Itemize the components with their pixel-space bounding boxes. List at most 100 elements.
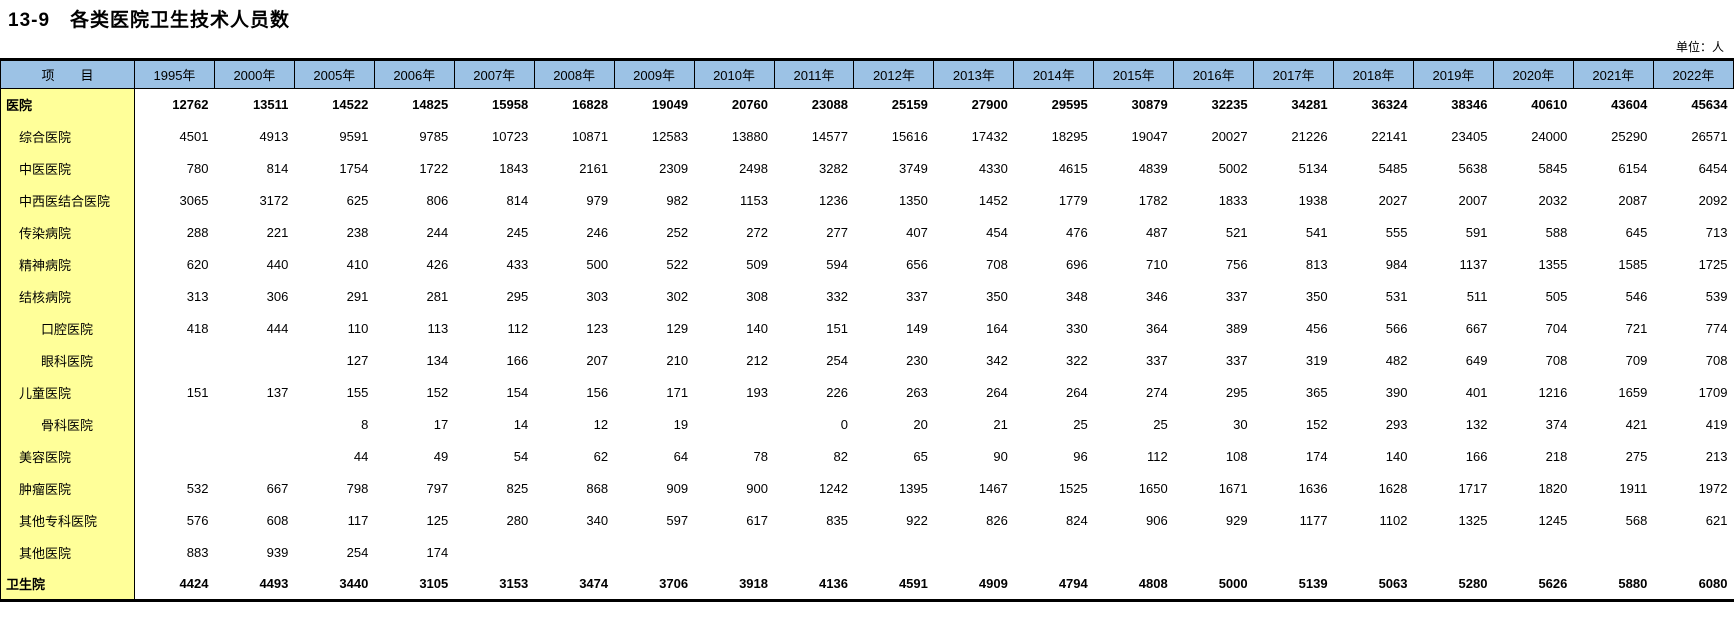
value-cell: 5638 (1458, 161, 1488, 176)
value-cell (1094, 537, 1174, 569)
value-cell: 288 (186, 225, 209, 240)
value-cell: 263 (906, 385, 928, 400)
value-cell: 4330 (978, 161, 1008, 176)
value-cell: 226 (826, 385, 848, 400)
value-cell: 1177 (1299, 513, 1328, 528)
value-cell: 939 (266, 545, 289, 560)
value-cell: 64 (673, 449, 689, 464)
value-cell: 350 (986, 289, 1008, 304)
value-cell: 500 (586, 257, 609, 272)
value-cell: 21 (993, 417, 1008, 432)
value-cell: 210 (666, 353, 689, 368)
value-cell: 813 (1305, 257, 1328, 272)
value-cell: 1242 (819, 481, 848, 496)
value-cell (214, 345, 294, 377)
value-cell: 277 (826, 225, 848, 240)
table-row: 口腔医院 418 444 110 113 112 123 129 140 151 149 164 330… (0, 312, 1734, 345)
value-cell (454, 537, 534, 569)
value-cell: 230 (906, 353, 928, 368)
value-cell: 15958 (492, 97, 529, 113)
value-cell: 883 (186, 545, 209, 560)
value-cell: 14577 (811, 129, 848, 144)
value-cell: 576 (186, 513, 209, 528)
value-cell: 166 (1465, 449, 1488, 464)
value-cell: 1833 (1218, 193, 1248, 208)
value-cell: 825 (506, 481, 529, 496)
value-cell: 14825 (412, 97, 449, 113)
value-cell: 568 (1625, 513, 1648, 528)
value-cell (135, 345, 215, 377)
table-head: 项 目 1995年 2000年 2005年 2006年 2007年 2008年 2009年 2… (0, 59, 1734, 89)
value-cell: 2032 (1538, 193, 1568, 208)
value-cell: 12762 (172, 97, 209, 113)
value-cell (1573, 537, 1653, 569)
value-cell: 245 (506, 225, 529, 240)
year-header: 2012年 (853, 59, 935, 89)
value-cell: 814 (266, 161, 289, 176)
value-cell: 346 (1145, 289, 1168, 304)
value-cell: 38346 (1451, 97, 1488, 113)
item-header-cell: 项 目 (0, 59, 135, 89)
value-cell: 979 (586, 193, 609, 208)
year-header: 2015年 (1093, 59, 1175, 89)
value-cell: 252 (666, 225, 689, 240)
value-cell: 40610 (1531, 97, 1568, 113)
value-cell: 254 (346, 545, 369, 560)
value-cell: 709 (1625, 353, 1648, 368)
value-cell: 340 (586, 513, 609, 528)
value-cell: 410 (346, 257, 369, 272)
row-label: 中西医结合医院 (0, 184, 135, 217)
year-header: 1995年 (134, 59, 215, 89)
value-cell: 308 (746, 289, 768, 304)
value-cell: 218 (1545, 449, 1568, 464)
value-cell: 1820 (1538, 481, 1568, 496)
value-cell: 322 (1066, 353, 1088, 368)
year-header: 2018年 (1333, 59, 1414, 89)
value-cell: 4909 (978, 576, 1008, 592)
value-cell: 532 (186, 481, 209, 496)
value-cell: 704 (1545, 321, 1568, 336)
value-cell (1254, 537, 1334, 569)
value-cell: 22141 (1371, 129, 1408, 144)
value-cell: 29595 (1051, 97, 1088, 113)
value-cell: 348 (1066, 289, 1088, 304)
value-cell: 1153 (740, 193, 768, 208)
value-cell: 364 (1145, 321, 1168, 336)
value-cell: 1972 (1698, 481, 1728, 496)
value-cell: 566 (1385, 321, 1408, 336)
value-cell: 17 (433, 417, 449, 432)
value-cell: 17432 (971, 129, 1008, 144)
value-cell: 90 (993, 449, 1008, 464)
value-cell: 3153 (499, 576, 529, 592)
value-cell: 482 (1385, 353, 1408, 368)
value-cell: 12 (593, 417, 609, 432)
value-cell: 1725 (1698, 257, 1728, 272)
value-cell: 1350 (898, 193, 928, 208)
value-cell: 3918 (739, 576, 768, 592)
value-cell: 390 (1385, 385, 1408, 400)
value-cell: 456 (1305, 321, 1328, 336)
value-cell (774, 537, 854, 569)
value-cell: 1585 (1618, 257, 1648, 272)
table-row: 传染病院 288 221 238 244 245 246 252 272 277 407 454 476… (0, 216, 1734, 249)
value-cell: 780 (186, 161, 209, 176)
value-cell: 984 (1385, 257, 1408, 272)
value-cell (854, 537, 934, 569)
row-label: 肿瘤医院 (0, 472, 135, 505)
value-cell: 1754 (339, 161, 369, 176)
value-cell: 27900 (971, 97, 1008, 113)
year-header: 2000年 (213, 59, 295, 89)
value-cell: 546 (1625, 289, 1648, 304)
value-cell: 123 (586, 321, 609, 336)
value-cell: 1355 (1538, 257, 1568, 272)
year-header: 2014年 (1013, 59, 1095, 89)
value-cell: 274 (1145, 385, 1168, 400)
value-cell: 401 (1465, 385, 1488, 400)
value-cell: 2309 (659, 161, 689, 176)
value-cell: 5485 (1378, 161, 1408, 176)
value-cell (135, 409, 215, 441)
value-cell: 12583 (651, 129, 689, 144)
value-cell: 5845 (1538, 161, 1568, 176)
value-cell: 112 (1146, 449, 1168, 464)
value-cell: 433 (506, 257, 529, 272)
